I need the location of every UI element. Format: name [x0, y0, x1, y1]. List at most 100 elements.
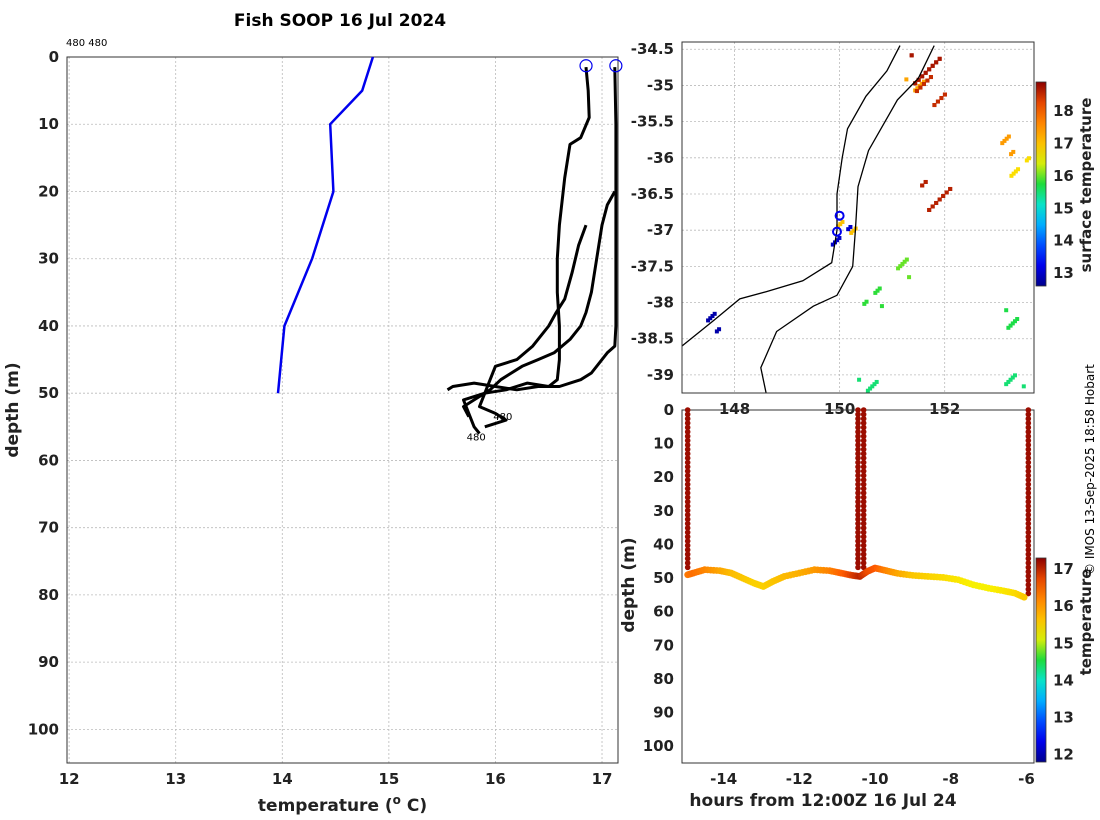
- section-x-tick-label: -6: [1018, 770, 1035, 788]
- map-sst-pixel: [1008, 323, 1013, 328]
- map-sst-pixel: [937, 197, 942, 202]
- section-cast-point: [855, 433, 861, 440]
- profile-x-tick-label: 12: [59, 770, 80, 788]
- map-sst-pixel: [877, 286, 882, 291]
- map-y-tick-label: -39: [647, 366, 674, 384]
- map-sst-pixel: [898, 264, 903, 269]
- section-cast-point: [1025, 498, 1032, 505]
- section-cast-point: [1025, 415, 1032, 422]
- section-cast-point: [684, 529, 691, 536]
- profile-line-cast-4: [478, 224, 588, 429]
- section-cast-point: [860, 472, 867, 479]
- credit-text: © IMOS 13-Sep-2025 18:58 Hobart: [1083, 364, 1097, 575]
- profile-y-tick-label: 0: [49, 48, 59, 66]
- section-cast-point: [684, 485, 691, 492]
- section-cast-point: [860, 442, 867, 448]
- section-cast-point: [860, 446, 867, 453]
- section-cast-point: [1025, 468, 1032, 474]
- section-cast-point: [860, 516, 867, 523]
- section-cast-point: [855, 555, 861, 562]
- section-cast-point: [1025, 564, 1032, 571]
- map-sst-pixel: [1006, 134, 1011, 139]
- section-cast-point: [855, 429, 861, 435]
- map-sst-pixel: [1012, 319, 1017, 324]
- section-cast-point: [860, 512, 867, 518]
- map-colorbar-tick-label: 15: [1053, 199, 1074, 217]
- section-x-tick-label: -14: [710, 770, 737, 788]
- map-y-tick-label: -35.5: [631, 113, 674, 131]
- section-cast-point: [684, 512, 691, 518]
- map-sst-pixel: [1000, 141, 1005, 146]
- section-panel: -14 -12 -10 -8 -6 0 10 20 30 40 50 60 70 80 90 100 12 13 1…: [619, 401, 1095, 811]
- figure-title: Fish SOOP 16 Jul 2024: [234, 11, 446, 31]
- map-sst-pixel: [915, 86, 920, 91]
- section-cast-point: [1025, 568, 1032, 575]
- section-cast-point: [1025, 472, 1032, 479]
- section-cast-point: [684, 424, 691, 431]
- map-sst-pixel: [927, 67, 932, 72]
- section-cast-point: [684, 547, 691, 553]
- section-cast-point: [684, 450, 691, 457]
- section-cast-point: [1025, 464, 1032, 470]
- profile-y-tick-label: 20: [38, 182, 59, 200]
- section-cast-point: [684, 411, 691, 418]
- map-sst-pixel: [939, 96, 944, 101]
- section-cast-point: [855, 468, 861, 474]
- map-sst-pixel: [848, 224, 853, 229]
- profile-x-tick-label: 15: [378, 770, 399, 788]
- section-cast-point: [1025, 450, 1032, 457]
- section-cast-point: [855, 507, 861, 514]
- map-sst-pixel: [1004, 382, 1009, 387]
- profile-x-tick-label: 16: [485, 770, 506, 788]
- section-cast-point: [1025, 455, 1032, 461]
- map-sst-pixel: [923, 70, 928, 75]
- profile-annotation: 480: [467, 432, 486, 443]
- section-colorbar-tick-label: 16: [1053, 597, 1074, 615]
- section-cast-point: [684, 468, 691, 474]
- map-panel: -34.5 -35 -35.5 -36 -36.5 -37 -37.5 -38 -38.5 -39…: [631, 40, 1095, 418]
- section-y-tick-label: 80: [653, 670, 674, 688]
- map-sst-pixel: [1016, 167, 1021, 172]
- map-sst-pixel: [1008, 377, 1013, 382]
- map-track-marker: [831, 226, 842, 237]
- section-cast-point: [860, 433, 867, 440]
- map-sst-pixel: [875, 288, 880, 293]
- map-sst-pixel: [840, 219, 845, 224]
- map-sst-pixel: [948, 186, 953, 191]
- map-sst-pixel: [928, 75, 933, 80]
- section-cast-point: [1025, 407, 1032, 413]
- map-sst-pixel: [934, 200, 939, 205]
- map-colorbar-tick-label: 17: [1053, 135, 1074, 153]
- section-cast-point: [860, 547, 867, 553]
- map-sst-pixel: [934, 60, 939, 65]
- map-colorbar-label: surface temperature: [1077, 98, 1095, 273]
- profile-x-tick-label: 17: [592, 770, 613, 788]
- map-sst-pixel: [846, 227, 851, 232]
- map-sst-pixel: [836, 224, 841, 229]
- map-sst-pixel: [870, 384, 875, 389]
- map-sst-pixel: [1006, 325, 1011, 330]
- section-cast-point: [860, 455, 867, 461]
- section-cast-point: [1025, 485, 1032, 492]
- section-cast-point: [860, 459, 867, 466]
- map-sst-pixel: [900, 261, 905, 266]
- profile-line-cast-3: [462, 190, 617, 418]
- section-cast-point: [684, 437, 691, 444]
- section-cast-point: [1025, 424, 1032, 431]
- section-cast-point: [684, 525, 691, 531]
- section-cast-point: [860, 503, 867, 509]
- profile-start-marker: [609, 59, 623, 73]
- section-cast-point: [684, 477, 691, 483]
- map-sst-pixel: [1027, 156, 1032, 161]
- map-sst-pixel: [920, 74, 925, 79]
- section-colorbar: [1035, 557, 1047, 763]
- map-sst-pixel: [904, 257, 909, 262]
- section-cast-point: [684, 442, 691, 448]
- section-y-tick-label: 100: [643, 737, 674, 755]
- section-cast-point: [855, 415, 861, 422]
- map-y-tick-label: -37: [647, 221, 674, 239]
- section-cast-point: [684, 455, 691, 461]
- map-sst-pixel: [923, 179, 928, 184]
- section-y-tick-label: 60: [653, 603, 674, 621]
- section-cast-point: [684, 459, 691, 466]
